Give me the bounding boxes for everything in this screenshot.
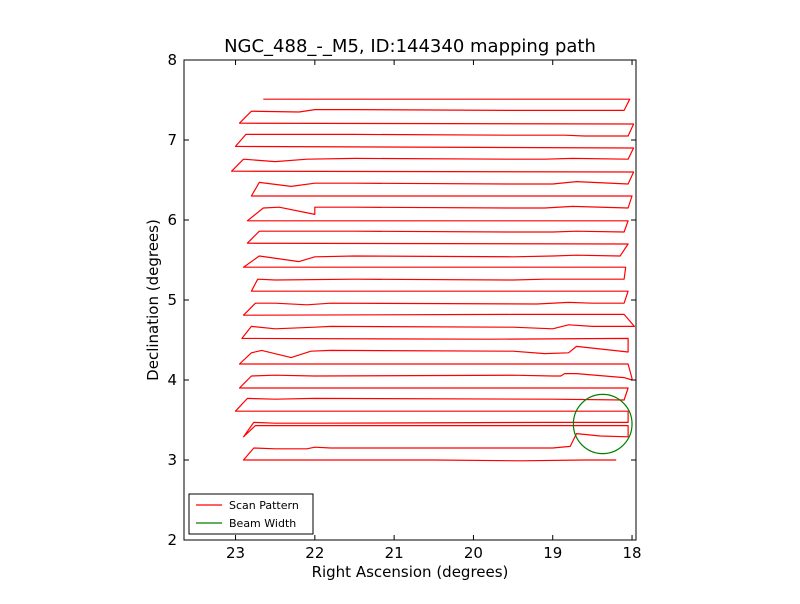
y-tick-label: 8: [167, 51, 177, 69]
beam-width-circle: [572, 393, 633, 455]
chart-title: NGC_488_-_M5, ID:144340 mapping path: [224, 36, 596, 57]
x-tick-label: 22: [305, 544, 324, 562]
x-tick-label: 18: [622, 544, 641, 562]
y-tick-label: 5: [167, 291, 177, 309]
legend: Scan Pattern Beam Width: [188, 493, 314, 535]
x-tick-label: 19: [543, 544, 562, 562]
x-tick-label: 23: [226, 544, 245, 562]
plot-frame: [183, 59, 637, 541]
y-tick-label: 4: [167, 371, 177, 389]
x-tick-label: 21: [385, 544, 404, 562]
y-tick-label: 2: [167, 531, 177, 549]
x-axis-label: Right Ascension (degrees): [312, 563, 509, 581]
series-line-scan-pattern: [231, 98, 636, 462]
legend-scan-label: Scan Pattern: [229, 499, 299, 512]
y-tick-label: 7: [167, 131, 177, 149]
legend-beam-label: Beam Width: [229, 517, 296, 530]
series-layer: [231, 98, 636, 462]
y-axis-label: Declination (degrees): [144, 219, 162, 381]
legend-box: [188, 493, 314, 535]
y-tick-label: 3: [167, 451, 177, 469]
x-tick-label: 20: [464, 544, 483, 562]
y-tick-label: 6: [167, 211, 177, 229]
